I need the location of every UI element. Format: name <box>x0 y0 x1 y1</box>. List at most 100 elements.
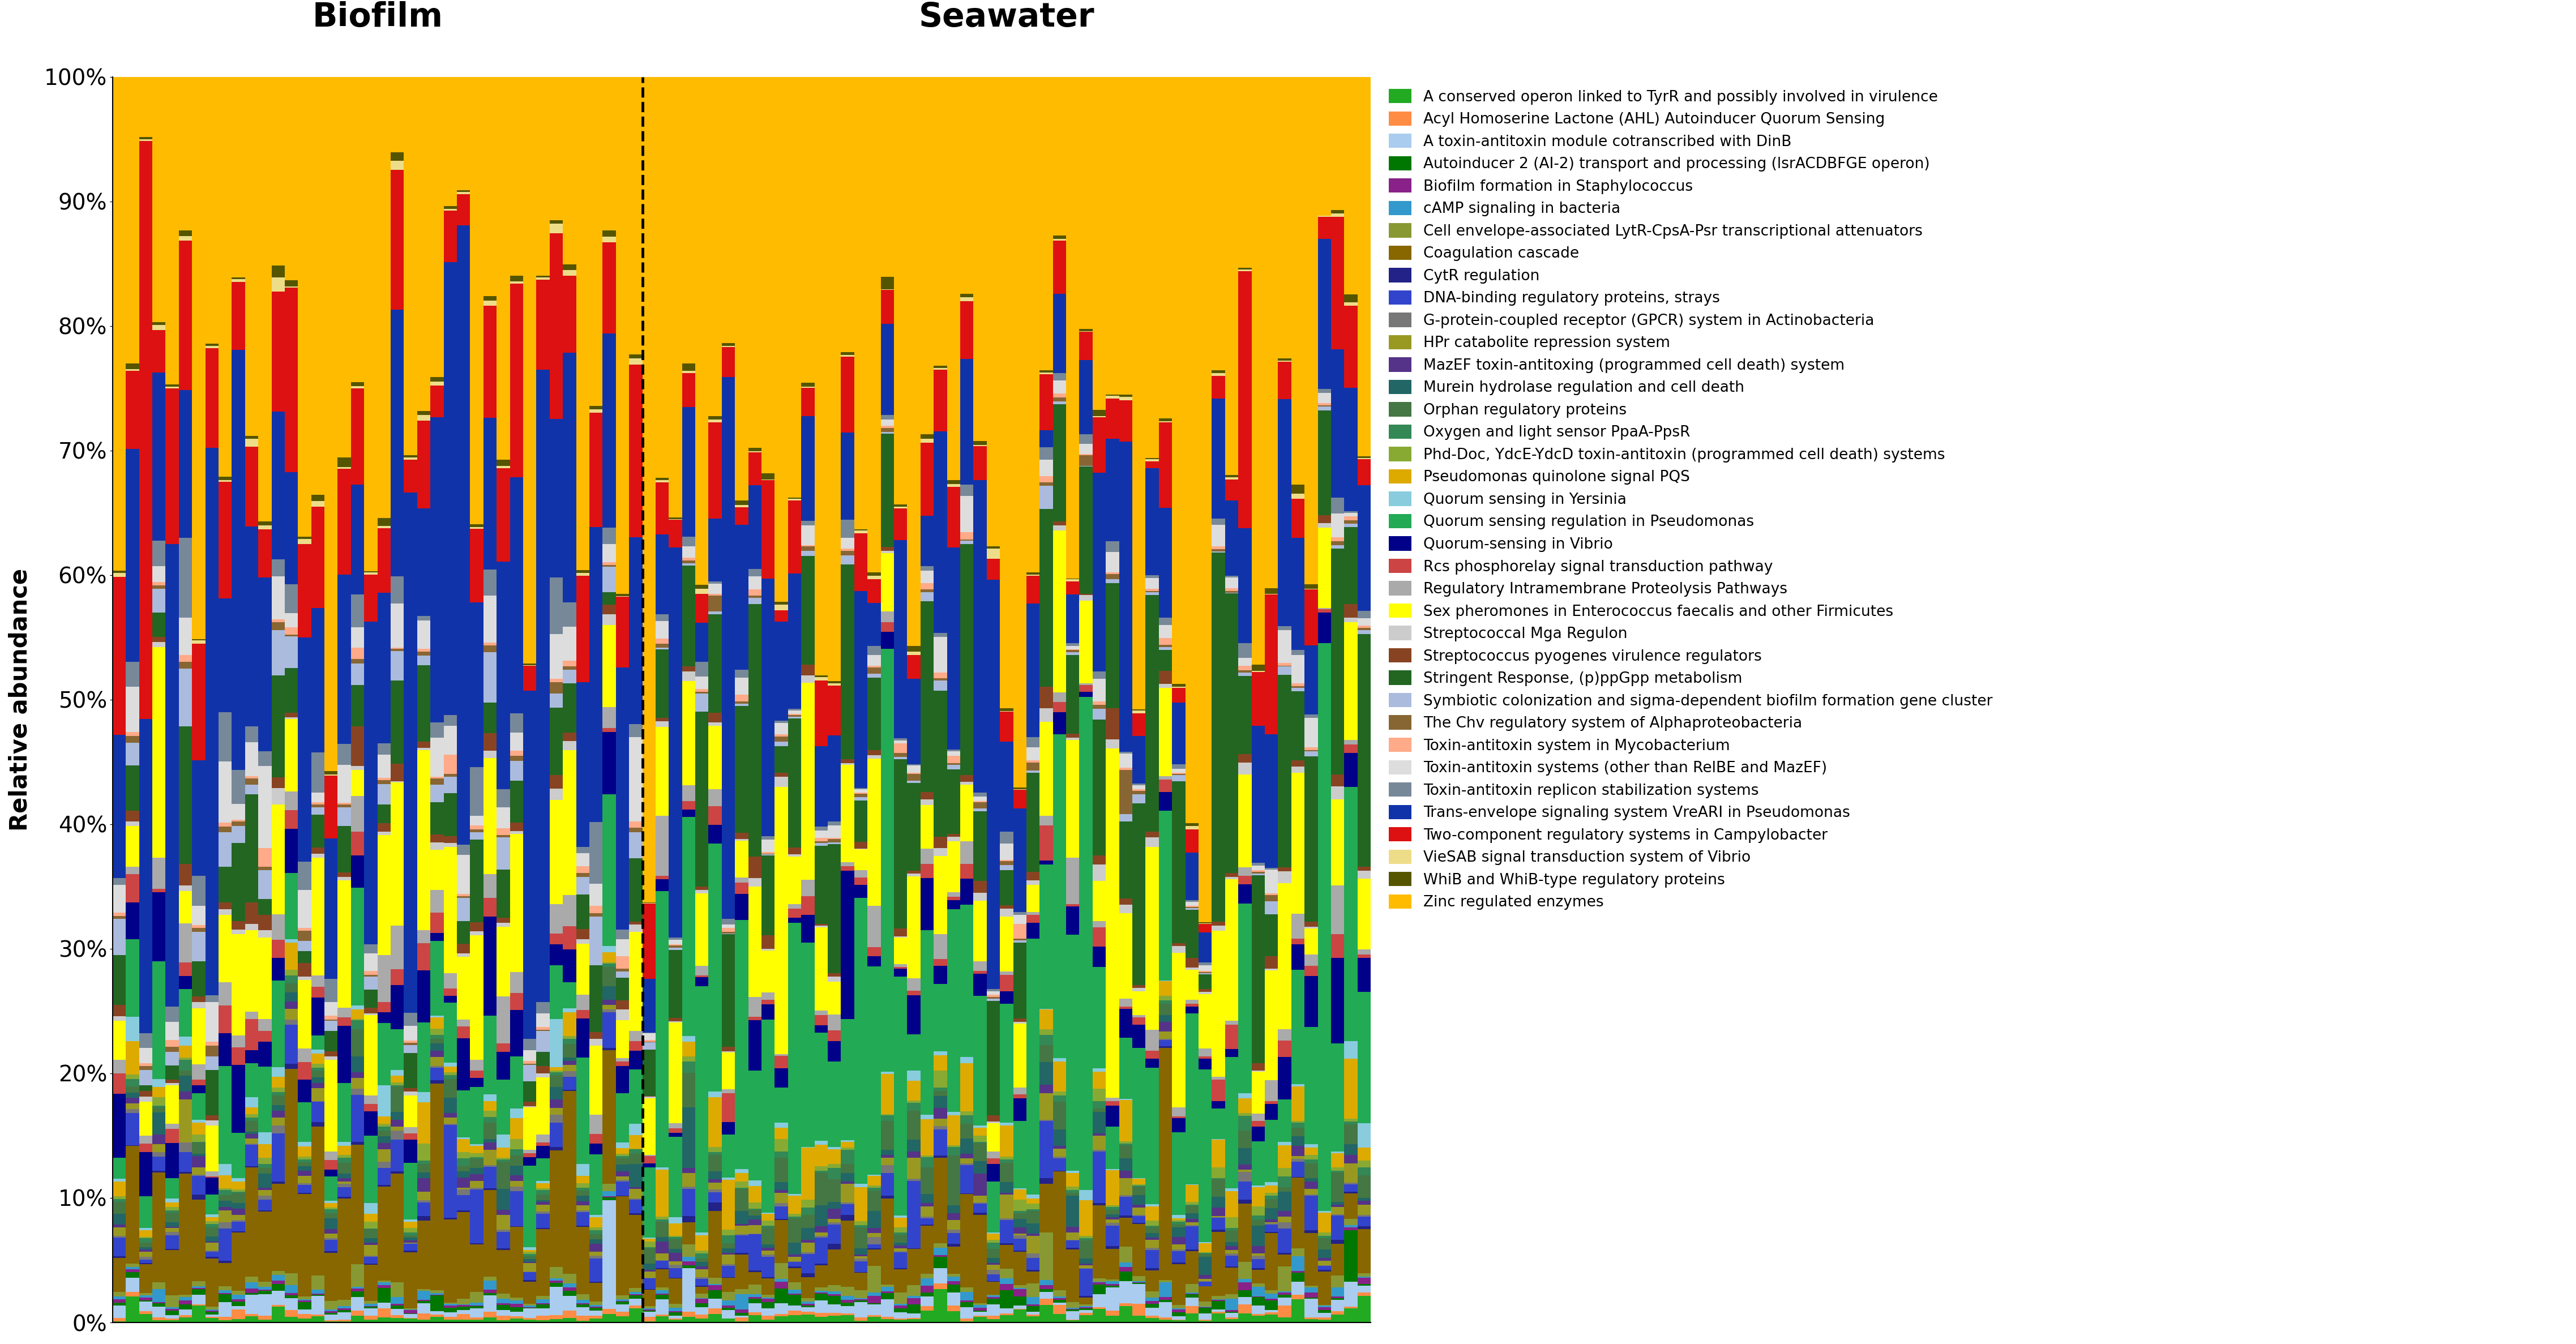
Bar <box>1358 634 1370 867</box>
Bar <box>747 878 762 887</box>
Bar <box>868 655 881 665</box>
Bar <box>1211 1296 1226 1300</box>
Bar <box>113 1296 126 1300</box>
Bar <box>987 1263 999 1265</box>
Bar <box>337 574 350 745</box>
Bar <box>1291 1273 1303 1281</box>
Bar <box>775 1068 788 1087</box>
Bar <box>987 1249 999 1258</box>
Bar <box>363 1320 379 1322</box>
Bar <box>193 1195 206 1199</box>
Bar <box>258 521 270 526</box>
Bar <box>562 626 577 661</box>
Bar <box>1066 1247 1079 1249</box>
Bar <box>379 780 392 785</box>
Bar <box>1159 617 1172 625</box>
Bar <box>245 1277 258 1282</box>
Bar <box>1066 1320 1079 1322</box>
Bar <box>337 878 350 880</box>
Bar <box>868 1293 881 1296</box>
Bar <box>1133 988 1146 992</box>
Bar <box>734 702 747 704</box>
Bar <box>312 1122 325 1126</box>
Bar <box>139 1034 152 1048</box>
Bar <box>855 1254 868 1257</box>
Bar <box>999 974 1012 991</box>
Bar <box>337 1173 350 1179</box>
Bar <box>762 1278 775 1296</box>
Legend: A conserved operon linked to TyrR and possibly involved in virulence, Acyl Homos: A conserved operon linked to TyrR and po… <box>1383 85 1996 914</box>
Bar <box>641 77 654 903</box>
Bar <box>747 569 762 577</box>
Bar <box>430 835 443 843</box>
Bar <box>734 507 747 526</box>
Bar <box>392 1172 404 1173</box>
Bar <box>683 1187 696 1188</box>
Bar <box>1133 804 1146 985</box>
Bar <box>417 1302 430 1313</box>
Bar <box>1198 1282 1211 1286</box>
Bar <box>801 943 814 1146</box>
Bar <box>683 371 696 372</box>
Bar <box>827 1296 840 1305</box>
Bar <box>350 1089 363 1094</box>
Bar <box>363 945 379 954</box>
Bar <box>165 1086 178 1124</box>
Bar <box>894 1218 907 1227</box>
Bar <box>126 903 139 939</box>
Bar <box>1172 1316 1185 1320</box>
Bar <box>1012 1094 1025 1098</box>
Bar <box>245 1063 258 1097</box>
Bar <box>683 536 696 546</box>
Bar <box>379 1187 392 1281</box>
Bar <box>484 1122 497 1140</box>
Bar <box>696 1254 708 1258</box>
Bar <box>1118 1267 1133 1271</box>
Bar <box>219 1005 232 1034</box>
Bar <box>670 1267 683 1278</box>
Bar <box>245 1019 258 1050</box>
Bar <box>577 1206 590 1211</box>
Bar <box>1066 646 1079 649</box>
Bar <box>258 899 270 915</box>
Bar <box>286 1001 299 1009</box>
Bar <box>827 1168 840 1180</box>
Bar <box>1133 737 1146 784</box>
Bar <box>139 1242 152 1247</box>
Bar <box>762 1296 775 1298</box>
Bar <box>523 1150 536 1153</box>
Bar <box>747 577 762 590</box>
Bar <box>126 687 139 732</box>
Bar <box>948 1156 961 1206</box>
Bar <box>948 900 961 910</box>
Bar <box>562 353 577 602</box>
Bar <box>484 570 497 595</box>
Bar <box>536 1214 549 1228</box>
Bar <box>827 1208 840 1219</box>
Bar <box>603 732 616 794</box>
Bar <box>907 766 920 773</box>
Bar <box>1172 1227 1185 1236</box>
Bar <box>788 1294 801 1305</box>
Bar <box>1012 1305 1025 1309</box>
Bar <box>999 1314 1012 1322</box>
Bar <box>1291 1121 1303 1122</box>
Bar <box>245 902 258 925</box>
Bar <box>1105 1126 1118 1169</box>
Bar <box>523 1250 536 1251</box>
Bar <box>1105 1281 1118 1284</box>
Bar <box>708 1180 721 1183</box>
Bar <box>113 1016 126 1021</box>
Bar <box>987 1243 999 1249</box>
Bar <box>1265 1301 1278 1310</box>
Bar <box>814 680 827 746</box>
Bar <box>1319 394 1332 403</box>
Bar <box>1025 1297 1041 1305</box>
Bar <box>1172 1218 1185 1220</box>
Bar <box>1291 683 1303 687</box>
Bar <box>443 1075 456 1079</box>
Bar <box>708 1203 721 1211</box>
Bar <box>270 292 286 411</box>
Bar <box>1252 672 1265 726</box>
Bar <box>165 1296 178 1308</box>
